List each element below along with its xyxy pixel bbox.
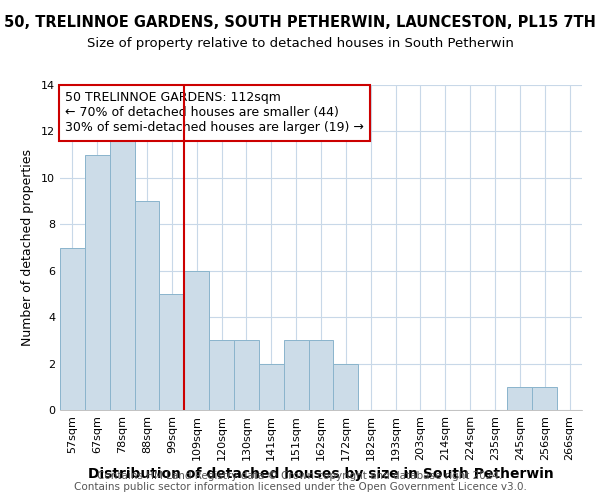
Bar [160,294,184,410]
Text: Size of property relative to detached houses in South Petherwin: Size of property relative to detached ho… [86,38,514,51]
Text: 50, TRELINNOE GARDENS, SOUTH PETHERWIN, LAUNCESTON, PL15 7TH: 50, TRELINNOE GARDENS, SOUTH PETHERWIN, … [4,15,596,30]
Bar [184,270,209,410]
Bar [508,387,532,410]
Bar [110,132,134,410]
Bar [134,201,160,410]
Bar [308,340,334,410]
Bar [85,154,110,410]
Bar [334,364,358,410]
Bar [259,364,284,410]
Text: 50 TRELINNOE GARDENS: 112sqm
← 70% of detached houses are smaller (44)
30% of se: 50 TRELINNOE GARDENS: 112sqm ← 70% of de… [65,92,364,134]
Y-axis label: Number of detached properties: Number of detached properties [21,149,34,346]
Bar [60,248,85,410]
Bar [234,340,259,410]
Bar [209,340,234,410]
Bar [532,387,557,410]
Text: Contains HM Land Registry data © Crown copyright and database right 2024.
Contai: Contains HM Land Registry data © Crown c… [74,471,526,492]
Bar [284,340,308,410]
X-axis label: Distribution of detached houses by size in South Petherwin: Distribution of detached houses by size … [88,467,554,481]
